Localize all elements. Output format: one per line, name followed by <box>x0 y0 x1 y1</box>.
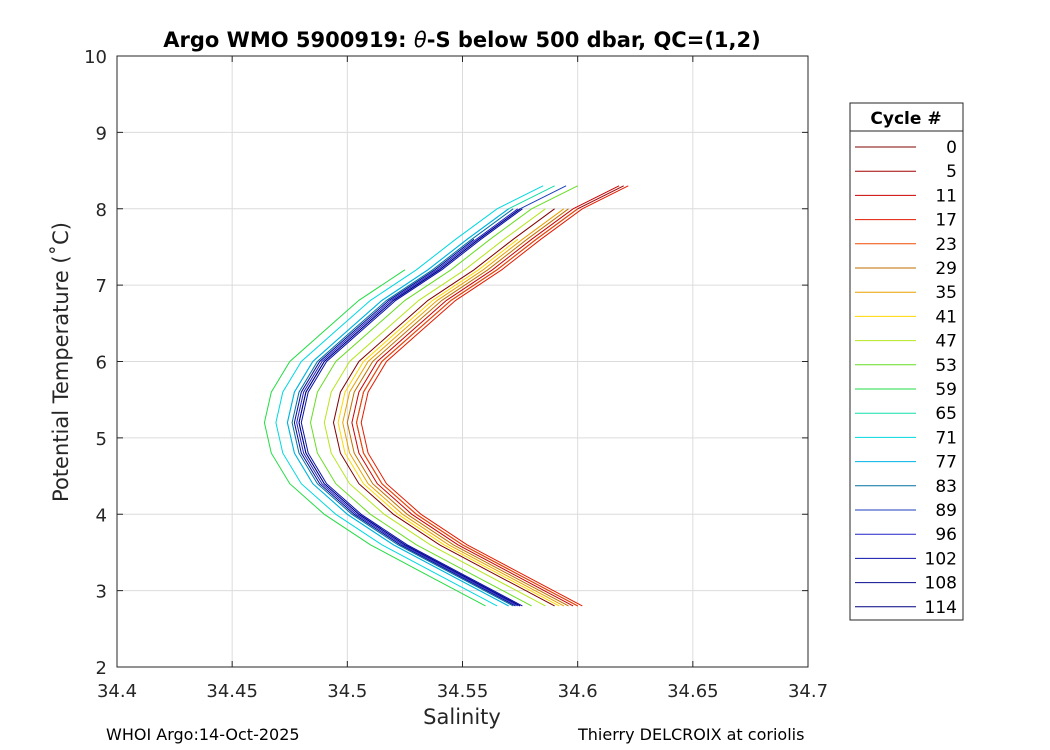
footer-right: Thierry DELCROIX at coriolis <box>578 725 805 744</box>
legend-label-cycle-102: 102 <box>925 549 957 569</box>
y-tick-label: 9 <box>96 123 107 144</box>
series-line-cycle-59 <box>263 269 486 607</box>
legend-label-cycle-77: 77 <box>935 453 957 473</box>
legend-label-cycle-23: 23 <box>935 235 957 255</box>
x-tick-label: 34.4 <box>97 681 137 702</box>
legend-label-cycle-96: 96 <box>935 525 957 545</box>
series-line-cycle-17 <box>360 185 629 607</box>
series-line-cycle-83 <box>291 208 514 607</box>
series-line-cycle-114 <box>298 208 521 607</box>
y-tick-label: 7 <box>96 276 107 297</box>
legend-label-cycle-71: 71 <box>935 428 957 448</box>
y-tick-label: 10 <box>84 47 107 68</box>
series-line-cycle-41 <box>337 238 560 607</box>
series-line-cycle-0 <box>332 208 555 607</box>
legend: Cycle # 0 5 11 17 23 29 35 41 47 53 59 65 71 77 83 89 96… <box>849 102 964 621</box>
y-tick-label: 8 <box>96 200 107 221</box>
x-tick-label: 34.65 <box>667 681 719 702</box>
series-group <box>263 185 629 607</box>
legend-label-cycle-5: 5 <box>946 162 957 182</box>
x-axis-label: Salinity <box>423 705 501 729</box>
y-tick-label: 6 <box>96 353 107 374</box>
x-tick-label: 34.45 <box>206 681 258 702</box>
legend-label-cycle-47: 47 <box>935 332 957 352</box>
legend-label-cycle-41: 41 <box>935 307 957 327</box>
plot-area: 34.4 34.45 34.5 34.55 34.6 34.65 34.7 2 3 4 5 6 7 8 9… <box>84 47 828 702</box>
x-tick-label: 34.5 <box>327 681 367 702</box>
legend-label-cycle-89: 89 <box>935 501 957 521</box>
y-tick-label: 2 <box>96 658 107 679</box>
y-tick-label: 4 <box>96 505 107 526</box>
series-line-cycle-71 <box>275 185 544 607</box>
chart-title: Argo WMO 5900919: θ-S below 500 dbar, QC… <box>163 28 760 52</box>
legend-entries: 0 5 11 17 23 29 35 41 47 53 59 65 71 77 83 89 96 102 108 11… <box>855 138 957 618</box>
legend-label-cycle-53: 53 <box>935 356 957 376</box>
y-axis-label: Potential Temperature (˚C) <box>49 222 73 502</box>
legend-label-cycle-114: 114 <box>925 598 957 618</box>
y-axis-ticks: 2 3 4 5 6 7 8 9 10 <box>84 47 808 679</box>
legend-label-cycle-59: 59 <box>935 380 957 400</box>
legend-label-cycle-0: 0 <box>946 138 957 158</box>
x-tick-label: 34.6 <box>558 681 598 702</box>
series-line-cycle-77 <box>286 208 509 607</box>
series-line-cycle-23 <box>355 208 578 607</box>
legend-label-cycle-29: 29 <box>935 259 957 279</box>
legend-title: Cycle # <box>870 109 941 129</box>
legend-label-cycle-65: 65 <box>935 404 957 424</box>
legend-label-cycle-83: 83 <box>935 477 957 497</box>
series-line-cycle-102 <box>300 208 523 607</box>
series-line-cycle-47 <box>323 208 546 607</box>
legend-label-cycle-17: 17 <box>935 211 957 231</box>
y-tick-label: 5 <box>96 429 107 450</box>
series-line-cycle-35 <box>342 208 565 607</box>
x-tick-label: 34.55 <box>437 681 489 702</box>
x-axis-ticks: 34.4 34.45 34.5 34.55 34.6 34.65 34.7 <box>97 56 828 702</box>
series-line-cycle-53 <box>309 185 578 607</box>
series-line-cycle-108 <box>293 238 516 607</box>
legend-label-cycle-11: 11 <box>935 186 957 206</box>
series-line-cycle-29 <box>346 208 569 607</box>
x-tick-label: 34.7 <box>788 681 828 702</box>
y-tick-label: 3 <box>96 582 107 603</box>
legend-label-cycle-35: 35 <box>935 283 957 303</box>
series-line-cycle-96 <box>296 208 519 607</box>
series-line-cycle-11 <box>351 185 620 607</box>
legend-label-cycle-108: 108 <box>925 574 957 594</box>
footer-left: WHOI Argo:14-Oct-2025 <box>106 725 300 744</box>
